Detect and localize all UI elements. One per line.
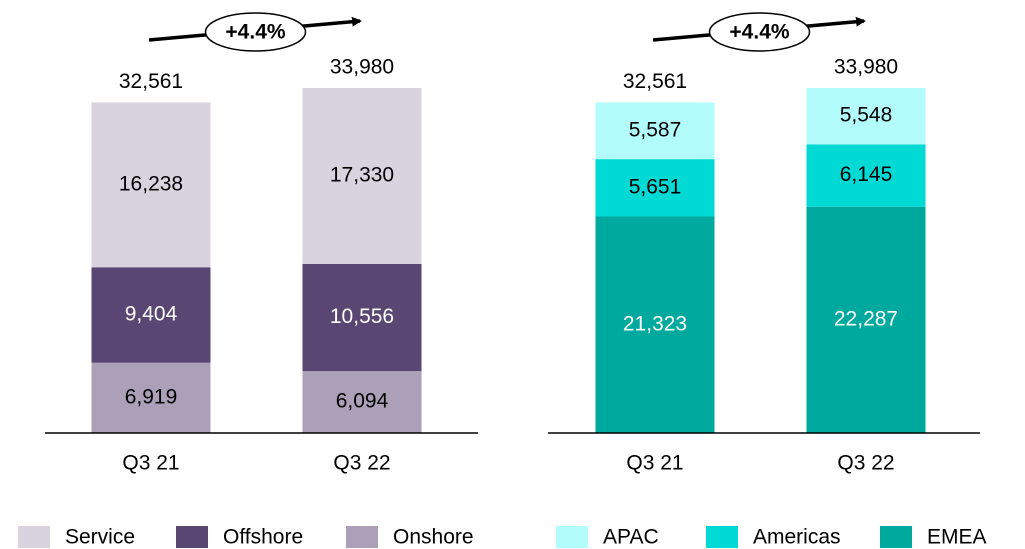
x-tick-label: Q3 22 bbox=[837, 452, 894, 475]
total-label: 33,980 bbox=[834, 56, 898, 79]
legend-label: Onshore bbox=[393, 526, 474, 549]
bar-segment bbox=[91, 362, 211, 433]
bar-segment bbox=[595, 102, 715, 160]
legend-swatch bbox=[706, 526, 738, 548]
legend-swatch bbox=[18, 526, 50, 548]
value-label: 21,323 bbox=[623, 312, 687, 335]
total-label: 32,561 bbox=[119, 70, 183, 93]
x-tick-label: Q3 22 bbox=[333, 452, 390, 475]
legend-swatch bbox=[880, 526, 912, 548]
bar-segment bbox=[302, 263, 422, 372]
legend-label: APAC bbox=[603, 526, 659, 549]
annotation: +4.4% bbox=[729, 21, 789, 44]
value-label: 6,919 bbox=[125, 385, 178, 408]
bar-segment bbox=[806, 88, 926, 145]
annotation: +4.4% bbox=[225, 21, 285, 44]
legend-swatch bbox=[176, 526, 208, 548]
value-label: 5,548 bbox=[840, 104, 893, 127]
legend-label: Service bbox=[65, 526, 135, 549]
legend-label: Americas bbox=[753, 526, 841, 549]
value-label: 22,287 bbox=[834, 307, 898, 330]
legend-label: EMEA bbox=[927, 526, 987, 549]
value-label: 5,587 bbox=[629, 118, 682, 141]
bar-segment bbox=[91, 267, 211, 363]
annotation-oval bbox=[204, 12, 307, 52]
bar-segment bbox=[595, 216, 715, 433]
x-tick-label: Q3 21 bbox=[122, 452, 179, 475]
bar-segment bbox=[595, 159, 715, 217]
bar-segment bbox=[302, 371, 422, 433]
value-label: 5,651 bbox=[629, 175, 682, 198]
bar-segment bbox=[806, 144, 926, 207]
value-label: 16,238 bbox=[119, 172, 183, 195]
value-label: 17,330 bbox=[330, 164, 394, 187]
bar-segment bbox=[806, 206, 926, 433]
value-label: 6,094 bbox=[336, 390, 389, 413]
x-tick-label: Q3 21 bbox=[626, 452, 683, 475]
legend-label: Offshore bbox=[223, 526, 303, 549]
value-label: 10,556 bbox=[330, 305, 394, 328]
bar-segment bbox=[302, 88, 422, 264]
value-label: 6,145 bbox=[840, 163, 893, 186]
legend-swatch bbox=[556, 526, 588, 548]
annotation-oval bbox=[708, 12, 811, 52]
legend-swatch bbox=[346, 526, 378, 548]
value-label: 9,404 bbox=[125, 303, 178, 326]
total-label: 33,980 bbox=[330, 56, 394, 79]
bar-segment bbox=[91, 102, 211, 268]
total-label: 32,561 bbox=[623, 70, 687, 93]
